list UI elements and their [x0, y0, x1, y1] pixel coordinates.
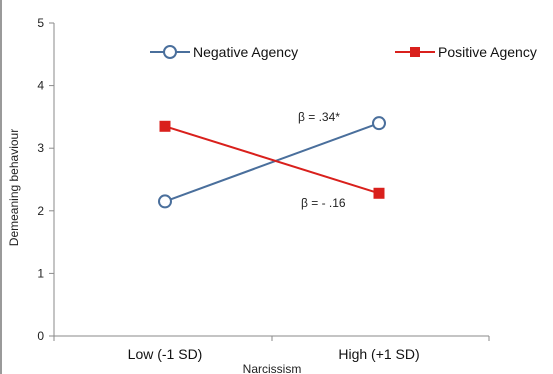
annotations: β = .34* β = - .16 — [298, 110, 346, 210]
series-line-1 — [164, 125, 380, 195]
axes: 0 1 2 3 4 5 Low (-1 SD) High (+1 SD) Narcissism D… — [7, 16, 490, 374]
y-tick-label: 0 — [37, 329, 44, 343]
y-tick-label: 2 — [37, 204, 44, 218]
data-point-negative-agency — [158, 194, 172, 209]
series-line-0 — [164, 122, 380, 203]
legend-label-1: Positive Agency — [438, 44, 537, 60]
legend-marker-negative-agency — [163, 45, 177, 59]
legend-marker-positive-agency — [410, 47, 420, 57]
series-layer — [158, 116, 386, 209]
beta-annotation: β = - .16 — [301, 196, 346, 210]
data-point-positive-agency — [159, 120, 171, 132]
y-tick-label: 5 — [37, 16, 44, 30]
legend: Negative Agency Positive Agency — [150, 44, 537, 60]
y-tick-label: 3 — [37, 141, 44, 155]
data-point-positive-agency — [373, 187, 385, 199]
y-tick-label: 4 — [37, 79, 44, 93]
x-tick-label: Low (-1 SD) — [128, 346, 203, 362]
y-axis-title: Demeaning behaviour — [7, 129, 21, 246]
data-point-negative-agency — [372, 116, 386, 131]
beta-annotation: β = .34* — [298, 110, 340, 124]
x-axis-title: Narcissism — [243, 362, 302, 374]
x-tick-label: High (+1 SD) — [338, 346, 419, 362]
y-tick-label: 1 — [37, 266, 44, 280]
legend-label-0: Negative Agency — [193, 44, 298, 60]
